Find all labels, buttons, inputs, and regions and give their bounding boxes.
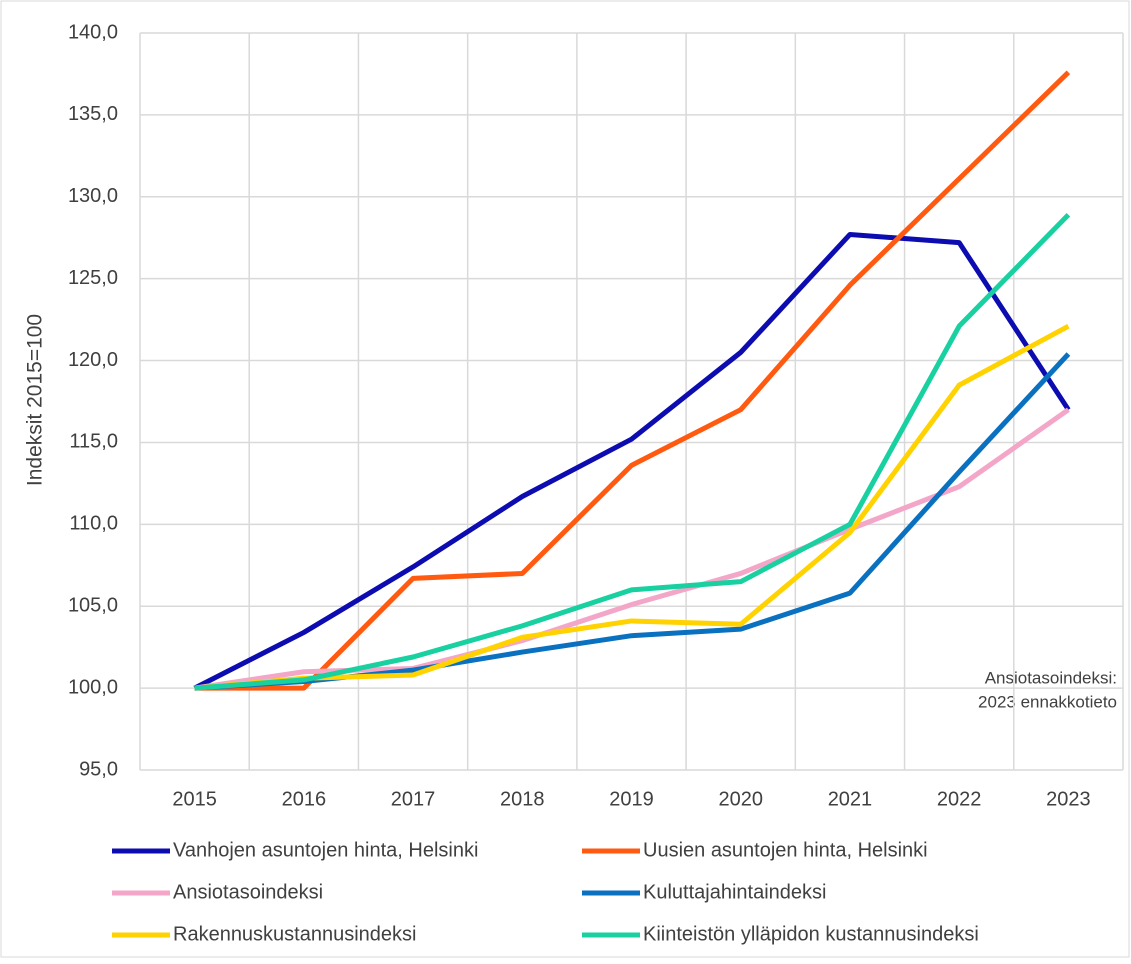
y-tick-label: 100,0 [68, 676, 118, 698]
series-line [194, 213, 1071, 691]
y-tick-label: 135,0 [68, 103, 118, 125]
legend-label: Ansiotasoindeksi [173, 881, 323, 903]
x-tick-label: 2023 [1046, 788, 1091, 810]
legend-label: Uusien asuntojen hinta, Helsinki [643, 839, 928, 861]
y-tick-label: 140,0 [68, 21, 118, 43]
legend-label: Vanhojen asuntojen hinta, Helsinki [173, 839, 478, 861]
x-tick-label: 2020 [718, 788, 763, 810]
y-tick-label: 125,0 [68, 267, 118, 289]
y-tick-label: 115,0 [69, 431, 118, 453]
series-line [193, 231, 1071, 691]
series-line [194, 70, 1071, 691]
y-tick-label: 105,0 [68, 595, 118, 617]
x-tick-label: 2016 [282, 788, 327, 810]
y-axis-label: Indeksit 2015=100 [24, 314, 47, 486]
y-tick-label: 95,0 [79, 758, 118, 780]
x-tick-label: 2015 [172, 788, 217, 810]
annotation: Ansiotasoindeksi: [985, 668, 1117, 687]
legend-label: Kuluttajahintaindeksi [643, 881, 826, 903]
x-tick-label: 2017 [391, 788, 436, 810]
legend-label: Rakennuskustannusindeksi [173, 923, 417, 945]
annotation: 2023 ennakkotieto [978, 692, 1117, 711]
y-tick-label: 110,0 [69, 513, 118, 535]
y-tick-label: 120,0 [68, 349, 118, 371]
x-tick-label: 2022 [937, 788, 982, 810]
x-tick-label: 2018 [500, 788, 545, 810]
y-tick-label: 130,0 [68, 185, 118, 207]
series-line [194, 323, 1070, 691]
x-tick-label: 2021 [828, 788, 873, 810]
legend-label: Kiinteistön ylläpidon kustannusindeksi [643, 923, 979, 945]
x-tick-label: 2019 [609, 788, 654, 810]
